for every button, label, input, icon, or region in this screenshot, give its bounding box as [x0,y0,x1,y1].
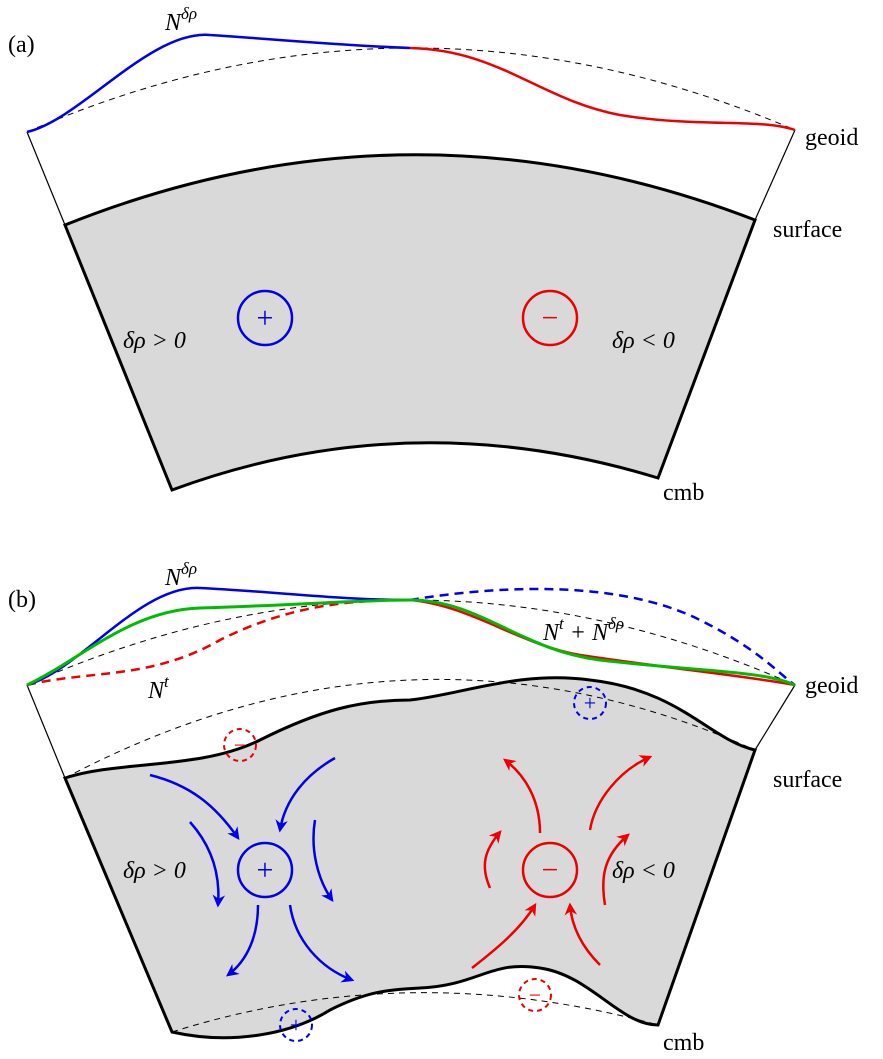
cmb-label: cmb [663,1030,704,1056]
cmb-label: cmb [663,480,704,506]
topo-label: Nt [147,672,170,704]
diagram: + − (a) Nδρ geoid surface cmb δρ > 0 δρ … [0,0,883,1059]
density-label: δρ < 0 [612,858,675,884]
green-geoid [27,600,795,685]
anomaly-sign: + [584,691,596,716]
panel-a: + − (a) Nδρ geoid surface cmb δρ > 0 δρ … [8,4,858,506]
density-label: δρ < 0 [612,328,675,354]
surface-label: surface [773,217,842,243]
anomaly-sign: − [542,854,559,887]
panel-label: (a) [8,32,35,58]
sum-label: Nt + Nδρ [542,614,624,646]
panel-b: + − − + + − (b) Nδρ Nt Nt + Nδρ geoid su… [8,559,858,1056]
red-dashed-geoid [27,600,410,685]
anomaly-sign: + [257,854,274,887]
anomaly-sign: − [542,302,559,335]
density-label: δρ > 0 [123,858,186,884]
red-geoid [410,48,795,130]
label-sup: t [164,672,170,691]
panel-label: (b) [8,587,36,613]
curve-label: Nδρ [164,4,197,36]
label-sup: δρ [181,559,197,578]
label-base: + N [564,620,610,646]
geoid-label: geoid [805,673,858,699]
label-sup: δρ [181,4,197,23]
density-label: δρ > 0 [123,328,186,354]
anomaly-sign: − [529,983,541,1008]
surface-label: surface [773,767,842,793]
anomaly-sign: − [234,733,246,758]
mantle [65,155,755,490]
blue-geoid [27,35,410,132]
anomaly-sign: + [257,302,274,335]
anomaly-sign: + [290,1013,302,1038]
geoid-label: geoid [805,125,858,151]
reference-geoid [27,48,795,132]
curve-label: Nδρ [164,559,197,591]
label-sup: δρ [608,614,624,633]
